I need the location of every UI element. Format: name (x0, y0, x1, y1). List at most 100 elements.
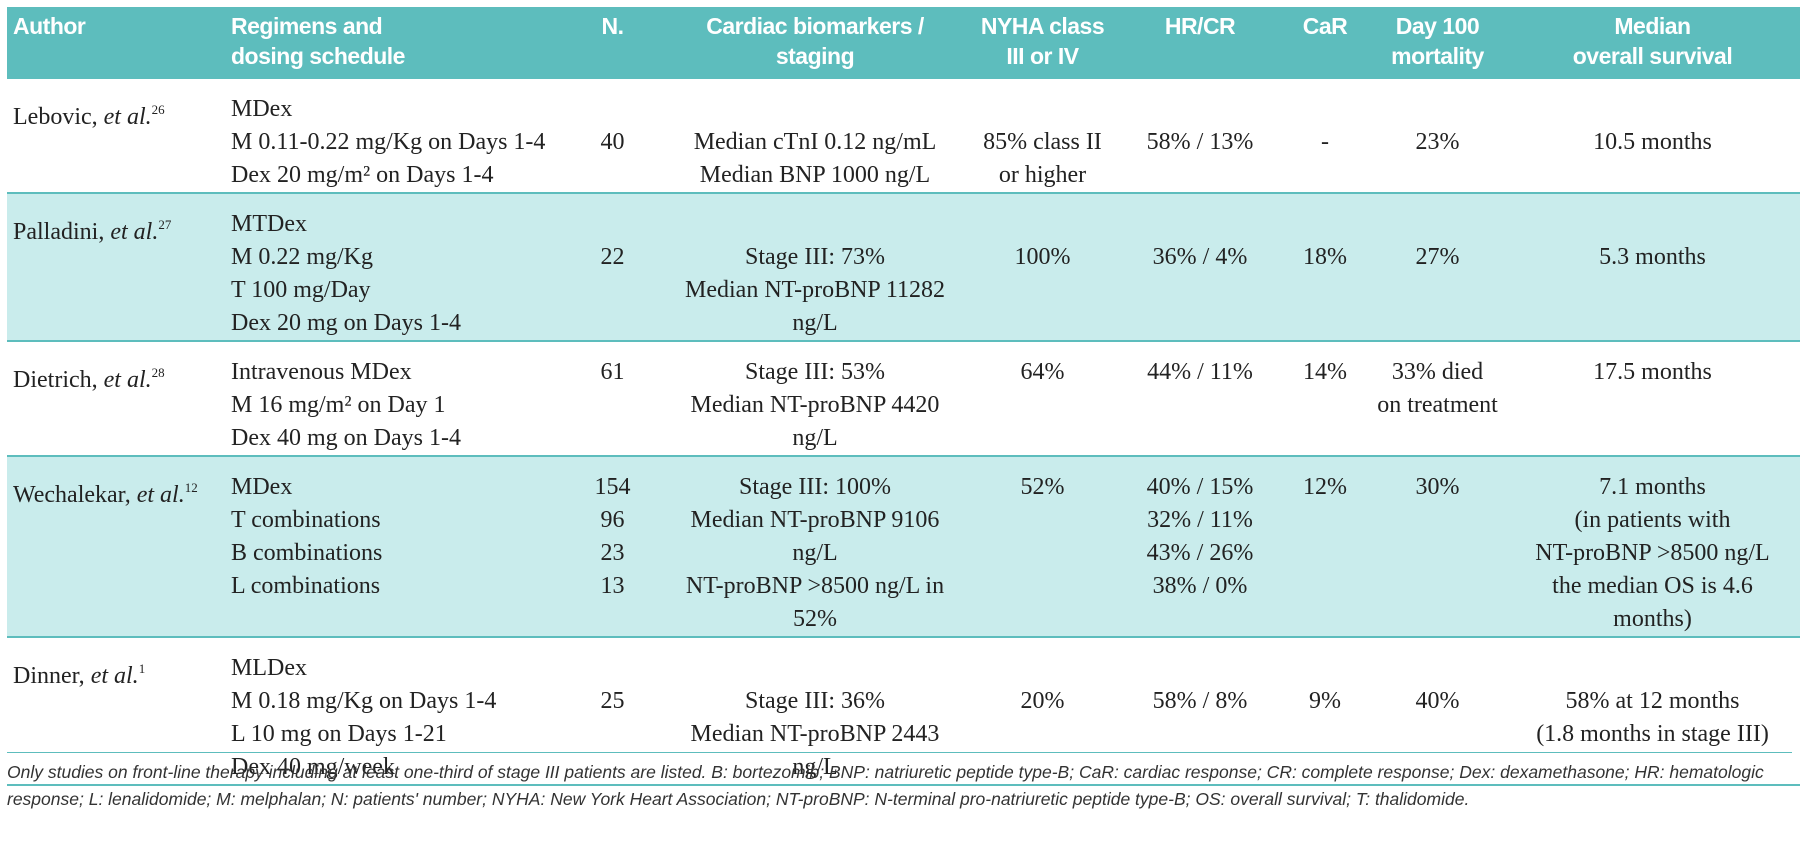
cell-text: 40% / 15% (1146, 474, 1254, 500)
cell-text: MDex (231, 96, 293, 122)
table-cell: Stage III: 53% Median NT-proBNP 4420 ng/L (665, 341, 965, 456)
cell-text: 9% (1309, 688, 1341, 714)
cell-text: 30% (1415, 474, 1460, 500)
cell-text: Intravenous MDex (231, 359, 412, 385)
cell-text: - (1321, 129, 1329, 155)
cell-text: M 0.11-0.22 mg/Kg on Days 1-4 (231, 129, 546, 155)
cell-text: 85% class II (983, 129, 1102, 155)
header-text: N. (601, 13, 625, 39)
author-cell: Wechalekar, et al.12 (7, 456, 225, 637)
author-name: Wechalekar, (13, 482, 131, 508)
author-name: Lebovic, (13, 104, 98, 130)
cell-text: Stage III: 73% (745, 244, 885, 270)
author-ref: 28 (151, 365, 165, 380)
header-text: NYHA class (980, 13, 1105, 39)
cell-text: Median NT-proBNP 9106 ng/L (690, 507, 940, 566)
table-cell: 58% / 13% (1120, 79, 1280, 193)
header-text: III or IV (1006, 43, 1079, 69)
table-cell: 12% (1280, 456, 1370, 637)
cell-text: 33% died (1391, 359, 1484, 385)
cell-text: 154 (594, 474, 631, 500)
author-name: Dinner, (13, 663, 85, 689)
cell-text: Median NT-proBNP 11282 ng/L (685, 277, 945, 336)
table-cell: 40% (1370, 637, 1505, 785)
table-row: Dietrich, et al.28 Intravenous MDex M 16 m… (7, 341, 1800, 456)
cell-text: Median NT-proBNP 2443 ng/L (690, 721, 940, 780)
table-cell: 18% (1280, 193, 1370, 341)
cell-text: 17.5 months (1593, 359, 1712, 385)
table-cell: 154 96 23 13 (560, 456, 665, 637)
table-row: Lebovic, et al.26 MDex M 0.11-0.22 mg/Kg o… (7, 79, 1800, 193)
table-cell: 40 (560, 79, 665, 193)
cell-text: Dex 40 mg/week (231, 754, 395, 780)
author-etal: et al. (103, 104, 152, 130)
header-text: overall survival (1572, 43, 1733, 69)
table-cell: 20% (965, 637, 1120, 785)
header-text: Day 100 (1395, 13, 1480, 39)
cell-text: M 0.22 mg/Kg (231, 244, 374, 270)
table-cell: 61 (560, 341, 665, 456)
table-cell: 64% (965, 341, 1120, 456)
table-cell: 58% at 12 months (1.8 months in stage III… (1505, 637, 1800, 785)
table-cell: 22 (560, 193, 665, 341)
table-cell: MDex T combinations B combinations L combin… (225, 456, 560, 637)
author-ref: 1 (138, 661, 146, 676)
cell-text: Median NT-proBNP 4420 ng/L (690, 392, 940, 451)
cell-text: 18% (1303, 244, 1347, 270)
cell-text: 12% (1303, 474, 1347, 500)
table-cell: 7.1 months (in patients with NT-proBNP >85… (1505, 456, 1800, 637)
cell-text: 36% / 4% (1152, 244, 1248, 270)
table-cell: 58% / 8% (1120, 637, 1280, 785)
cell-text: 58% / 13% (1146, 129, 1254, 155)
cell-text: 32% / 11% (1147, 507, 1253, 533)
table-cell: 9% (1280, 637, 1370, 785)
cell-text: 52% (1020, 474, 1065, 500)
author-ref: 26 (151, 102, 165, 117)
author-ref: 27 (158, 217, 172, 232)
header-text: mortality (1391, 43, 1484, 69)
header-text: Regimens and (231, 13, 383, 39)
cell-text: the median OS is 4.6 months) (1552, 573, 1753, 632)
cell-text: 22 (600, 244, 625, 270)
table-cell: 14% (1280, 341, 1370, 456)
cell-text: L combinations (231, 573, 381, 599)
cell-text: M 0.18 mg/Kg on Days 1-4 (231, 688, 497, 714)
header-row: Author Regimens and dosing schedule N. Cardi… (7, 7, 1800, 79)
cell-text: 58% / 8% (1152, 688, 1248, 714)
footnote: Only studies on front-line therapy inclu… (7, 752, 1792, 813)
table: Author Regimens and dosing schedule N. Cardi… (7, 7, 1800, 786)
table-cell: Stage III: 100% Median NT-proBNP 9106 ng/… (665, 456, 965, 637)
table-cell: 27% (1370, 193, 1505, 341)
cell-text: MLDex (231, 655, 307, 681)
cell-text: 96 (600, 507, 625, 533)
cell-text: Dex 20 mg/m² on Days 1-4 (231, 162, 494, 188)
table-row: Wechalekar, et al.12 MDex T combinations B … (7, 456, 1800, 637)
table-cell: MLDex M 0.18 mg/Kg on Days 1-4 L 10 mg on … (225, 637, 560, 785)
table-row: Dinner, et al.1 MLDex M 0.18 mg/Kg on Days… (7, 637, 1800, 785)
cell-text: Median BNP 1000 ng/L (699, 162, 931, 188)
cell-text: 58% at 12 months (1565, 688, 1740, 714)
table-cell: 30% (1370, 456, 1505, 637)
table-cell: MDex M 0.11-0.22 mg/Kg on Days 1-4 Dex 20 … (225, 79, 560, 193)
table-cell: 5.3 months (1505, 193, 1800, 341)
table-cell: 10.5 months (1505, 79, 1800, 193)
header-cell: NYHA class III or IV (965, 7, 1120, 79)
table-row: Palladini, et al.27 MTDex M 0.22 mg/Kg T 10… (7, 193, 1800, 341)
table-body: Lebovic, et al.26 MDex M 0.11-0.22 mg/Kg o… (7, 79, 1800, 785)
cell-text: 10.5 months (1593, 129, 1712, 155)
author-cell: Dinner, et al.1 (7, 637, 225, 785)
cell-text: T 100 mg/Day (231, 277, 371, 303)
cell-text: 23% (1415, 129, 1460, 155)
table-cell: 36% / 4% (1120, 193, 1280, 341)
header-text: HR/CR (1164, 13, 1236, 39)
table-cell: 52% (965, 456, 1120, 637)
cell-text: 61 (600, 359, 625, 385)
table-cell: MTDex M 0.22 mg/Kg T 100 mg/Day Dex 20 mg o… (225, 193, 560, 341)
table-cell: 85% class II or higher (965, 79, 1120, 193)
cell-text: T combinations (231, 507, 381, 533)
table-cell: 40% / 15% 32% / 11% 43% / 26% 38% / 0% (1120, 456, 1280, 637)
cell-text: 40 (600, 129, 625, 155)
author-name: Dietrich, (13, 367, 98, 393)
author-ref: 12 (184, 480, 198, 495)
cell-text: 27% (1415, 244, 1460, 270)
